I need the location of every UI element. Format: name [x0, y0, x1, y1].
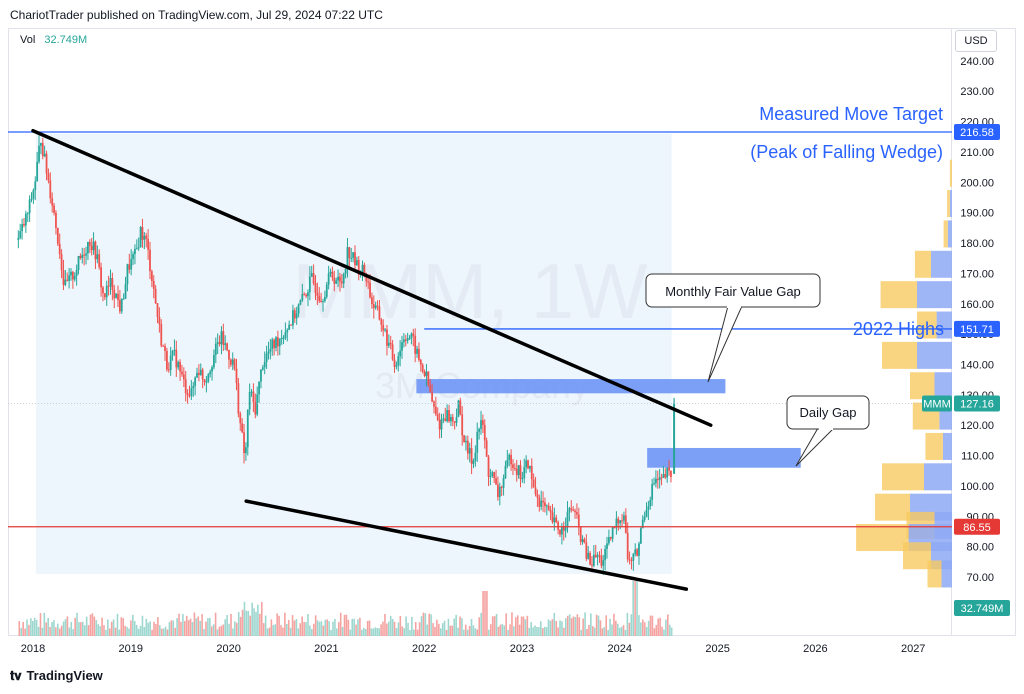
time-tick-label: 2023 [510, 643, 534, 655]
time-tick-label: 2022 [412, 643, 436, 655]
time-tick-label: 2018 [21, 643, 45, 655]
tradingview-logo-icon: 𝐭𝐯 [10, 668, 22, 683]
time-tick-label: 2024 [608, 643, 632, 655]
time-tick-label: 2025 [705, 643, 729, 655]
time-tick-label: 2019 [119, 643, 143, 655]
time-tick-label: 2027 [901, 643, 925, 655]
volume-legend-label: Vol [20, 34, 36, 46]
publisher-header: ChariotTrader published on TradingView.c… [10, 8, 383, 22]
currency-button[interactable]: USD [955, 30, 997, 52]
time-tick-label: 2020 [216, 643, 240, 655]
time-tick-label: 2021 [314, 643, 338, 655]
volume-legend-value: 32.749M [44, 34, 88, 46]
price-axis-panel[interactable] [952, 28, 1016, 636]
volume-legend: Vol 32.749M [20, 34, 87, 46]
time-tick-label: 2026 [803, 643, 827, 655]
tradingview-footer[interactable]: 𝐭𝐯 TradingView [10, 668, 103, 684]
footer-brand: TradingView [26, 668, 103, 683]
chart-pane[interactable] [8, 28, 952, 636]
